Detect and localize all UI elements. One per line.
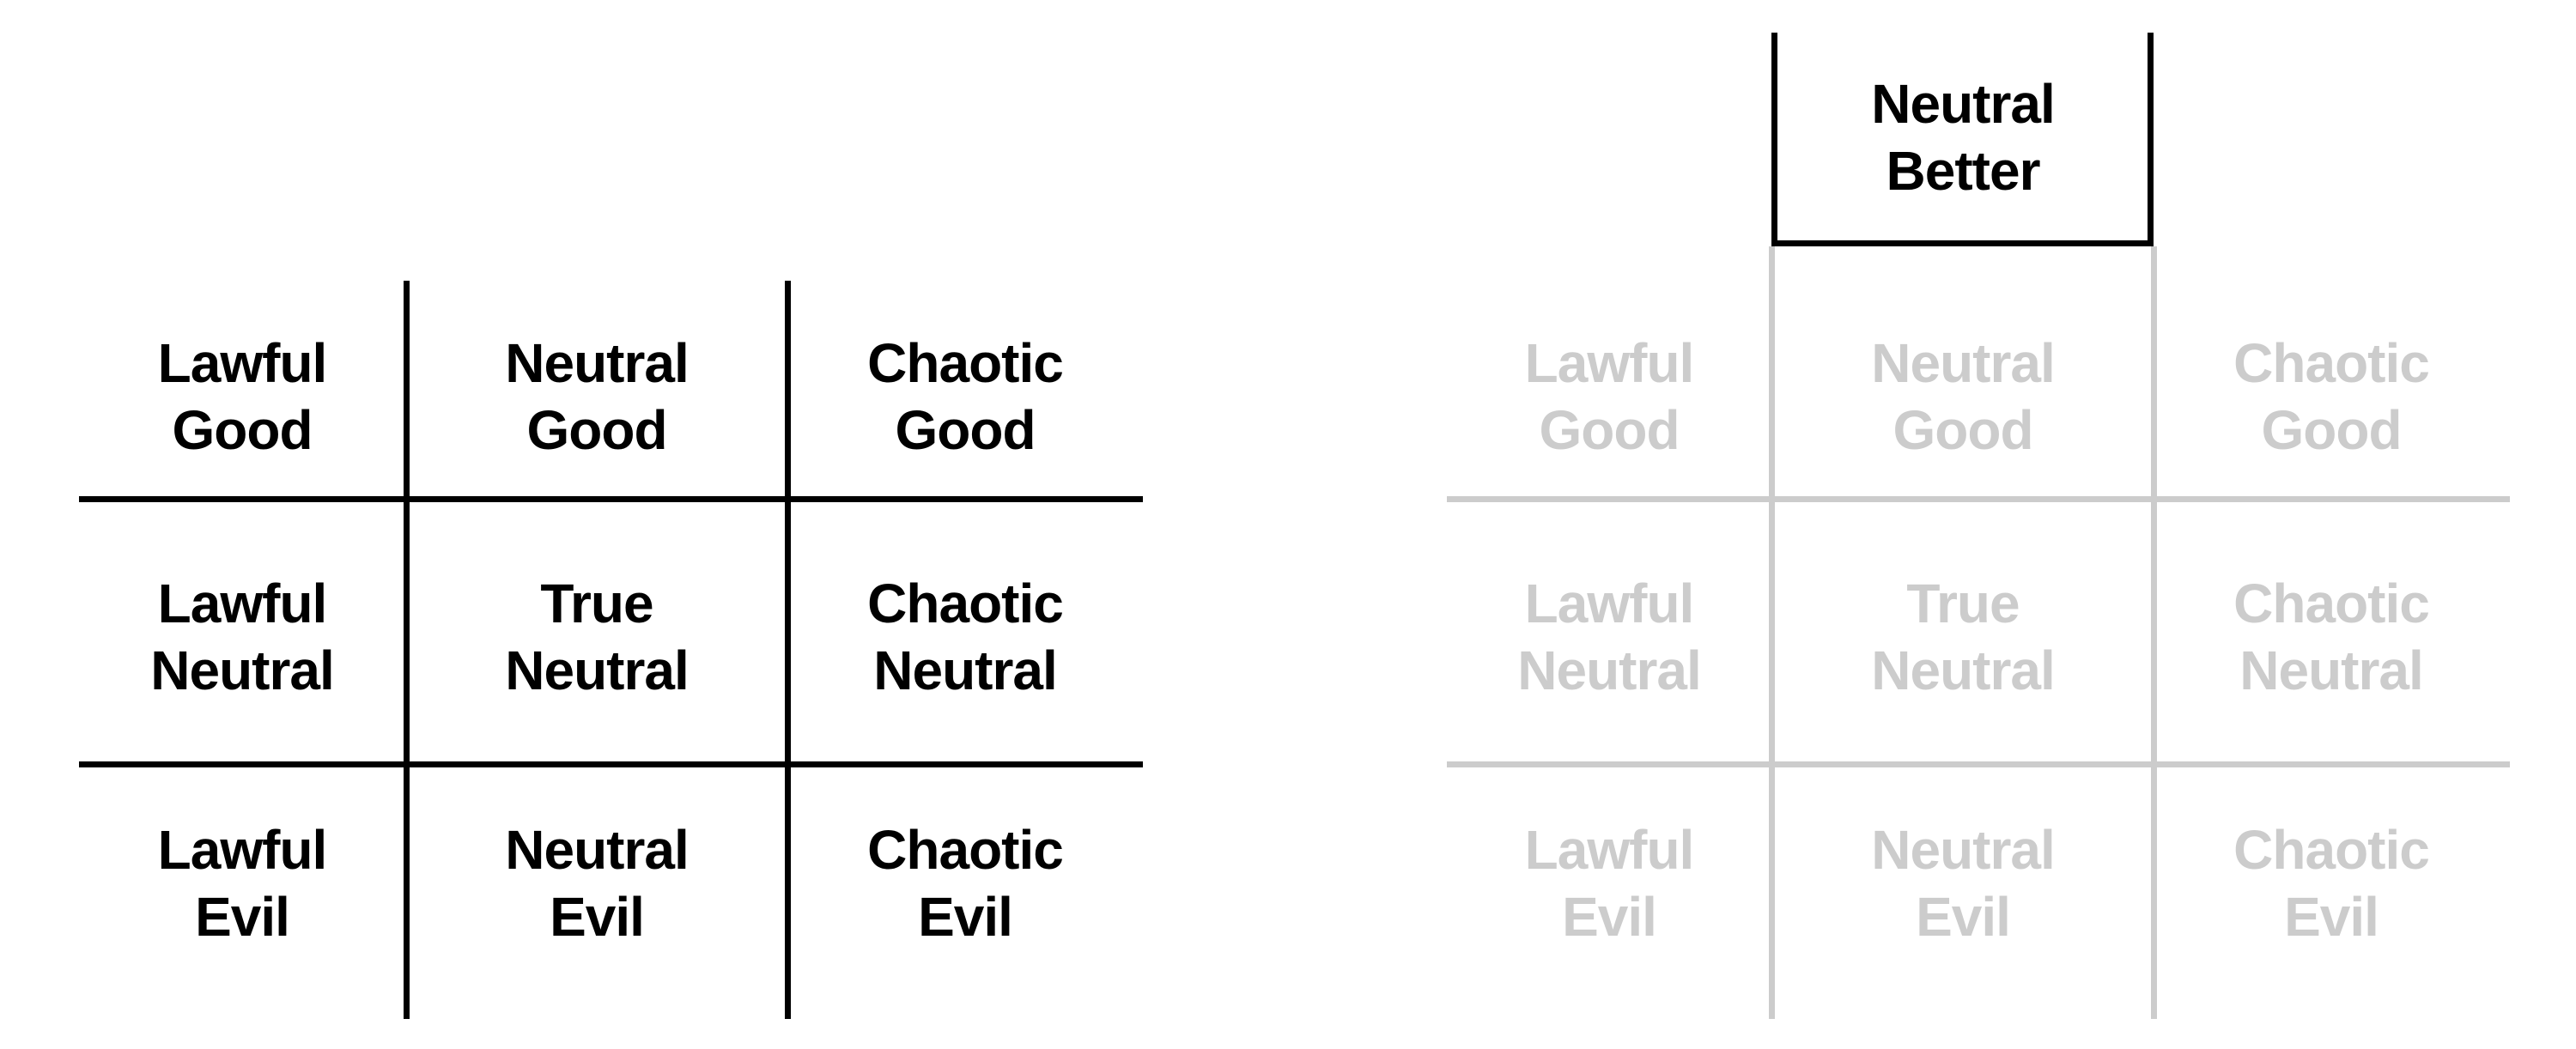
neutral-better-box [1771,33,2154,246]
neutral-better-label: Neutral Better [1783,60,2143,215]
alignment-cell: Chaotic Evil [785,806,1145,961]
alignment-cell: Lawful Neutral [1429,560,1789,714]
alignment-cell: Chaotic Good [785,319,1145,474]
label-line: Good [526,399,667,461]
label-line: Neutral [505,819,689,881]
label-line: Chaotic [2233,819,2430,881]
label-line: Good [172,399,313,461]
label-line: Good [2261,399,2402,461]
alignment-cell: Lawful Neutral [62,560,422,714]
alignment-cell: True Neutral [1783,560,2143,714]
alignment-cell: Lawful Good [1429,319,1789,474]
alignment-cell: Chaotic Neutral [2151,560,2512,714]
alignment-cell: Neutral Good [1783,319,2143,474]
alignment-cell: Lawful Evil [62,806,422,961]
grid-line [2151,246,2157,1019]
label-line: Neutral [2239,640,2423,701]
alignment-cell: Lawful Good [62,319,422,474]
alignment-cell: Chaotic Neutral [785,560,1145,714]
label-line: Neutral [150,640,334,701]
label-line: Lawful [1524,573,1695,634]
label-line: True [1906,573,2020,634]
alignment-cell: True Neutral [416,560,777,714]
label-line: Neutral [1871,640,2055,701]
label-line: Lawful [157,819,328,881]
grid-line [1447,496,2510,502]
label-line: Chaotic [867,332,1064,394]
alignment-cell: Neutral Good [416,319,777,474]
label-line: Lawful [157,573,328,634]
label-line: Good [1539,399,1680,461]
label-line: Chaotic [867,819,1064,881]
grid-line [1447,761,2510,767]
label-line: Neutral [505,332,689,394]
label-line: Lawful [1524,819,1695,881]
grid-line [785,281,791,1019]
grid-line [404,281,410,1019]
label-line: Evil [550,886,645,948]
alignment-cell: Chaotic Good [2151,319,2512,474]
label-line: Neutral [1517,640,1701,701]
label-line: Evil [1562,886,1657,948]
label-line: Neutral [1871,819,2055,881]
label-line: Neutral [1871,73,2055,135]
label-line: Neutral [1871,332,2055,394]
label-line: Evil [195,886,290,948]
alignment-cell: Neutral Evil [416,806,777,961]
label-line: Good [1893,399,2033,461]
grid-line [1769,246,1775,1019]
grid-line [79,496,1143,502]
alignment-cell: Chaotic Evil [2151,806,2512,961]
label-line: Good [895,399,1036,461]
alignment-cell: Neutral Evil [1783,806,2143,961]
label-line: Chaotic [2233,573,2430,634]
label-line: Chaotic [2233,332,2430,394]
label-line: True [540,573,653,634]
label-line: Evil [1916,886,2011,948]
label-line: Better [1886,140,2041,202]
grid-line [79,761,1143,767]
label-line: Chaotic [867,573,1064,634]
label-line: Lawful [157,332,328,394]
label-line: Lawful [1524,332,1695,394]
label-line: Evil [918,886,1013,948]
alignment-cell: Lawful Evil [1429,806,1789,961]
label-line: Evil [2284,886,2379,948]
label-line: Neutral [505,640,689,701]
label-line: Neutral [873,640,1057,701]
